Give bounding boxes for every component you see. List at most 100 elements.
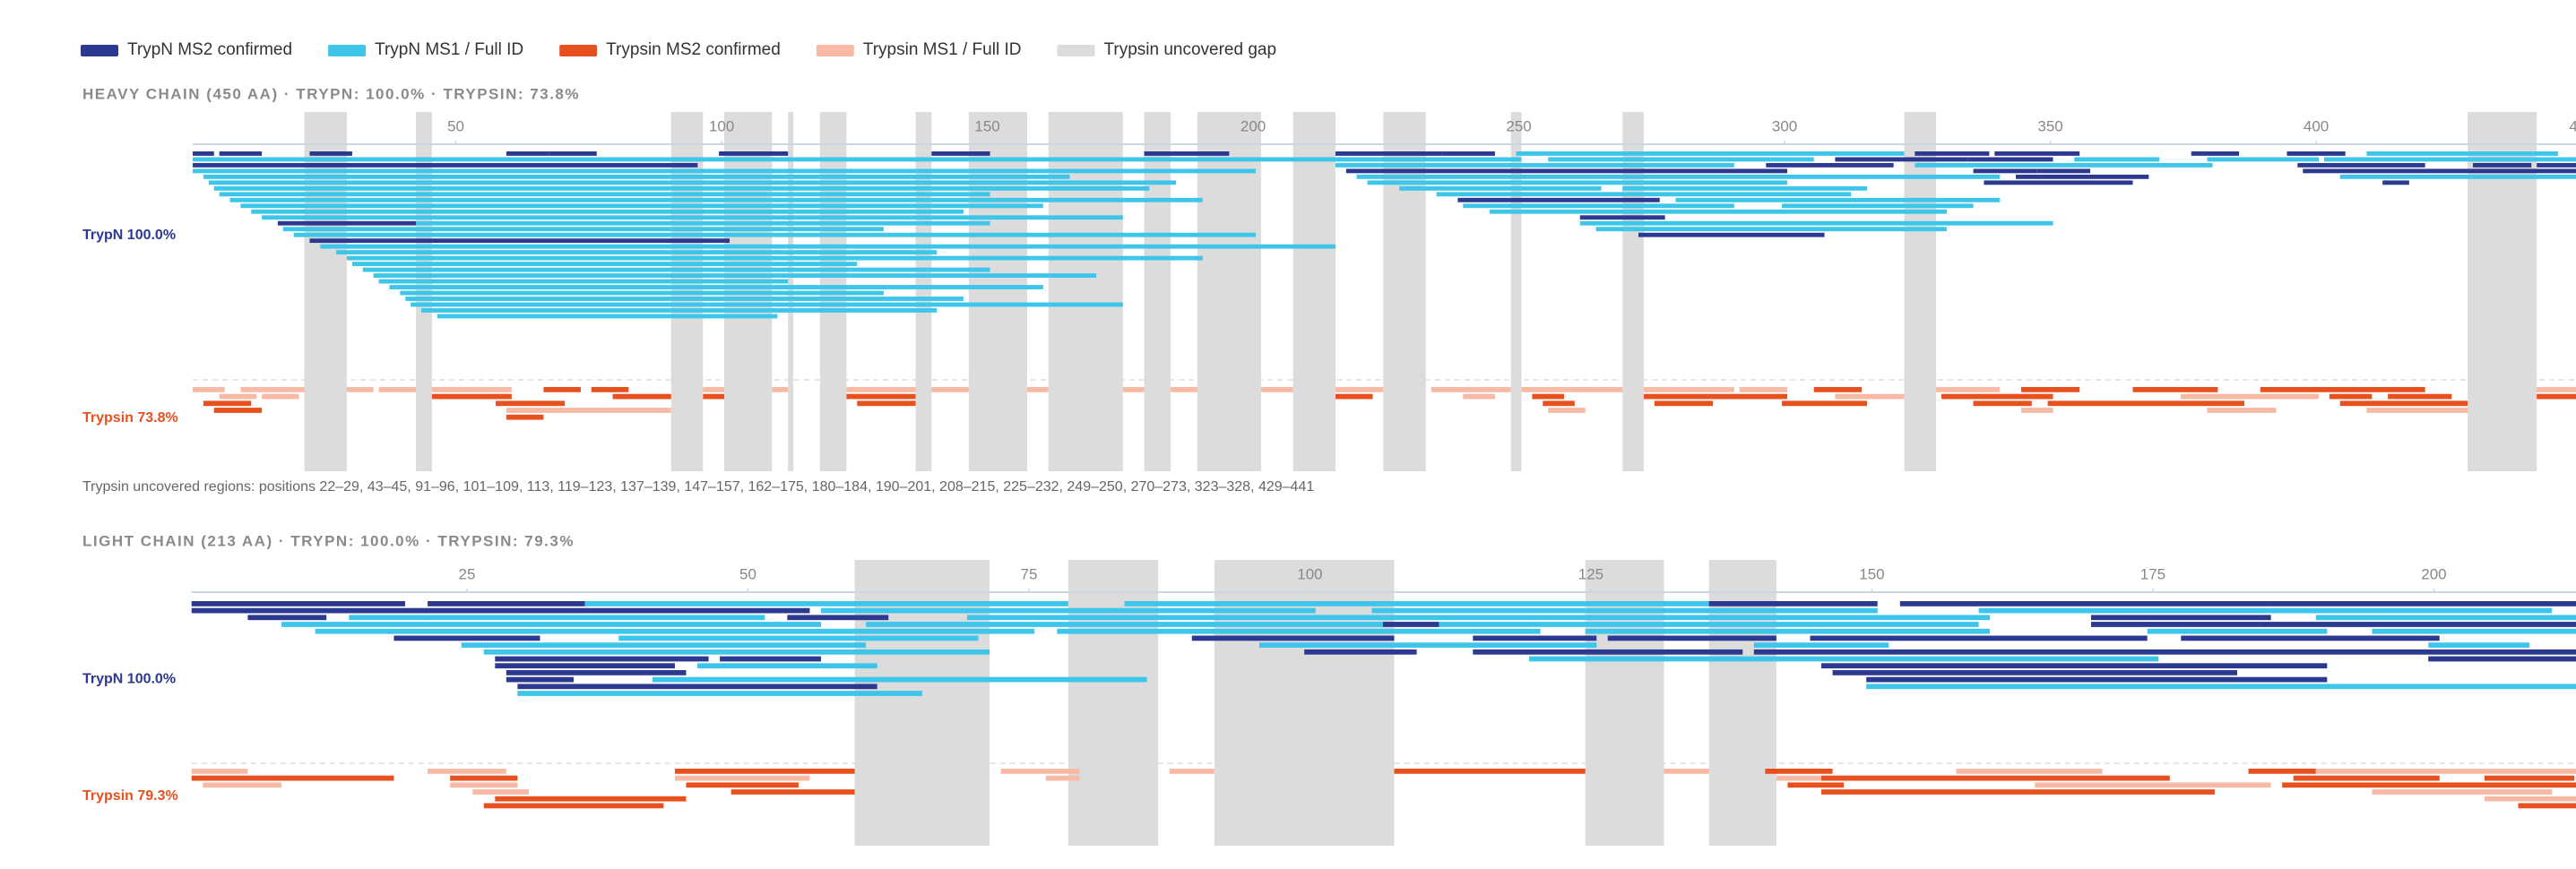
- peptide-ms2: [1866, 676, 2328, 683]
- peptide-ms2: [1473, 635, 1597, 641]
- peptide-ms1: [2035, 782, 2271, 788]
- peptide-ms1: [203, 782, 282, 788]
- peptide-ms1: [2537, 387, 2576, 392]
- peptide-ms2: [2248, 769, 2316, 774]
- peptide-ms1: [703, 387, 725, 392]
- peptide-ms1: [1776, 775, 1822, 781]
- peptide-ms2: [1457, 197, 1660, 202]
- peptide-ms2: [1810, 635, 2148, 641]
- peptide-ms2: [720, 656, 821, 662]
- peptide-ms2: [703, 393, 725, 400]
- peptide-ms1: [351, 262, 858, 267]
- peptide-ms2: [857, 400, 916, 407]
- track-label: TrypN 100.0%: [82, 672, 176, 687]
- peptide-ms1: [315, 628, 1035, 634]
- peptide-ms1: [1585, 628, 1991, 634]
- peptide-ms1: [373, 273, 1097, 278]
- peptide-ms1: [428, 622, 821, 627]
- x-tick-label: 75: [1020, 565, 1037, 582]
- peptide-ms2: [1335, 393, 1373, 400]
- peptide-ms2: [2181, 635, 2440, 641]
- peptide-ms1: [472, 789, 529, 795]
- track-label: Trypsin 79.3%: [82, 788, 178, 804]
- peptide-ms1: [1866, 684, 2576, 690]
- peptide-ms2: [931, 151, 990, 156]
- peptide-ms2: [309, 151, 352, 156]
- peptide-ms2: [219, 151, 263, 156]
- peptide-ms1: [1356, 174, 2001, 179]
- peptide-ms2: [1821, 789, 2215, 795]
- peptide-ms2: [2282, 782, 2576, 788]
- peptide-ms2: [2036, 168, 2091, 174]
- peptide-ms1: [389, 285, 1043, 289]
- peptide-ms1: [1978, 607, 2271, 614]
- peptide-ms1: [846, 387, 916, 392]
- peptide-ms2: [1345, 168, 1788, 174]
- peptide-ms1: [421, 308, 938, 313]
- x-tick-label: 175: [2140, 565, 2165, 582]
- peptide-ms2: [1473, 649, 1743, 655]
- x-tick-label: 100: [1297, 565, 1322, 582]
- peptide-ms1: [2315, 615, 2576, 621]
- peptide-ms2: [1813, 387, 1863, 392]
- peptide-ms1: [1057, 628, 1541, 634]
- uncovered-gap: [1144, 112, 1171, 471]
- peptide-ms1: [1579, 220, 2053, 226]
- peptide-ms2: [495, 796, 687, 802]
- peptide-ms1: [2207, 157, 2320, 162]
- peptide-ms2: [2382, 180, 2409, 185]
- peptide-ms1: [1528, 656, 2159, 662]
- peptide-ms2: [2260, 622, 2576, 627]
- peptide-ms1: [1753, 642, 1889, 648]
- legend-label: Trypsin MS1 / Full ID: [863, 40, 1022, 59]
- peptide-ms1: [517, 691, 922, 696]
- x-tick-label: 25: [458, 565, 475, 582]
- uncovered-gap: [1708, 560, 1776, 846]
- peptide-ms2: [213, 408, 263, 413]
- peptide-ms1: [400, 290, 884, 296]
- peptide-ms1: [1548, 408, 1586, 413]
- peptide-ms1: [240, 387, 305, 392]
- x-tick-label: 200: [1240, 117, 1266, 134]
- peptide-ms2: [191, 607, 810, 614]
- peptide-ms2: [787, 615, 889, 621]
- peptide-ms1: [208, 180, 1177, 185]
- x-tick-label: 100: [709, 117, 734, 134]
- peptide-ms2: [1532, 393, 1564, 400]
- peptide-ms1: [1260, 387, 1293, 392]
- peptide-ms2: [483, 803, 664, 809]
- peptide-ms2: [549, 151, 597, 156]
- peptide-ms2: [450, 775, 518, 781]
- uncovered-gap: [854, 560, 990, 846]
- legend-label: TrypN MS1 / Full ID: [375, 40, 523, 59]
- peptide-ms1: [262, 215, 1123, 220]
- peptide-ms2: [191, 601, 405, 607]
- x-tick-label: 50: [739, 565, 756, 582]
- x-tick-label: 150: [1859, 565, 1884, 582]
- peptide-ms2: [428, 601, 585, 607]
- peptide-ms1: [2315, 769, 2576, 774]
- peptide-ms2: [2537, 162, 2576, 168]
- peptide-ms2: [1994, 151, 2080, 156]
- uncovered-gap: [1510, 112, 1522, 471]
- peptide-ms1: [362, 267, 990, 272]
- peptide-ms1: [1548, 157, 1814, 162]
- peptide-ms2: [1821, 663, 2328, 669]
- peptide-ms1: [1045, 775, 1080, 781]
- peptide-ms1: [1915, 162, 2213, 168]
- peptide-ms1: [293, 232, 1257, 237]
- peptide-ms1: [2366, 408, 2468, 413]
- peptide-ms1: [2428, 642, 2530, 648]
- peptide-ms2: [203, 400, 252, 407]
- peptide-ms2: [2428, 656, 2576, 662]
- peptide-ms2: [1441, 151, 1495, 156]
- peptide-ms1: [931, 387, 969, 392]
- peptide-ms2: [1984, 180, 2133, 185]
- peptide-ms2: [506, 676, 575, 683]
- track-label: TrypN 100.0%: [82, 228, 176, 243]
- peptide-ms2: [1765, 769, 1833, 774]
- x-tick-label: 450: [2569, 117, 2576, 134]
- peptide-ms1: [450, 782, 518, 788]
- peptide-ms1: [772, 387, 789, 392]
- peptide-ms2: [2388, 393, 2452, 400]
